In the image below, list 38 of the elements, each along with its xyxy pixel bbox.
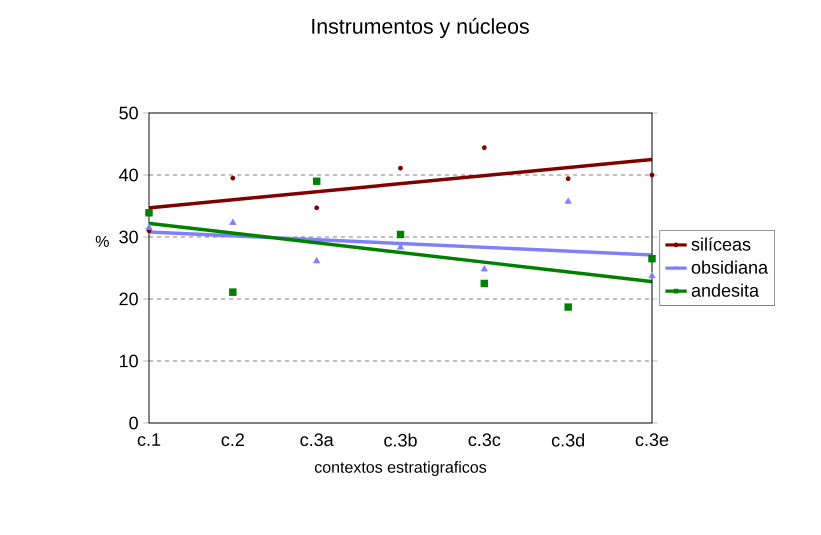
x-tick-label: c.3b: [384, 433, 417, 447]
point: [564, 303, 572, 311]
chart-title: Instrumentos y núcleos: [312, 18, 529, 38]
y-tick-label: 40: [119, 168, 138, 182]
y-axis-title: %: [96, 236, 109, 247]
x-tick-label: c.3a: [300, 433, 334, 446]
point: [145, 209, 153, 217]
point: [480, 265, 488, 272]
point: [648, 272, 656, 278]
point: [230, 176, 236, 180]
x-tick-label: c.3c: [468, 433, 500, 446]
point: [229, 288, 237, 296]
y-tick-label: 30: [119, 230, 138, 244]
point: [146, 224, 153, 230]
point: [313, 257, 320, 264]
x-tick-label: c.3e: [636, 433, 668, 446]
point: [480, 280, 488, 288]
point: [229, 218, 236, 225]
x-axis-title: contextos estratigraficos: [314, 461, 486, 476]
point: [312, 177, 320, 185]
point: [650, 172, 654, 178]
legend-label: andesita: [692, 284, 760, 297]
point: [566, 176, 571, 182]
point: [398, 166, 403, 171]
y-tick-label: 10: [120, 354, 138, 368]
legend-label: silíceas: [692, 237, 750, 251]
x-tick-label: c.1: [138, 433, 160, 446]
legend-label: obsidiana: [692, 260, 768, 274]
y-tick-label: 50: [119, 106, 138, 120]
point: [482, 145, 487, 150]
y-tick-label: 20: [119, 292, 138, 306]
point: [648, 254, 656, 262]
x-tick-label: c.3d: [552, 433, 584, 447]
point: [396, 230, 404, 238]
x-tick-label: c.2: [222, 433, 244, 446]
point: [314, 205, 320, 210]
y-tick-label: 0: [129, 416, 138, 430]
point: [564, 198, 572, 204]
